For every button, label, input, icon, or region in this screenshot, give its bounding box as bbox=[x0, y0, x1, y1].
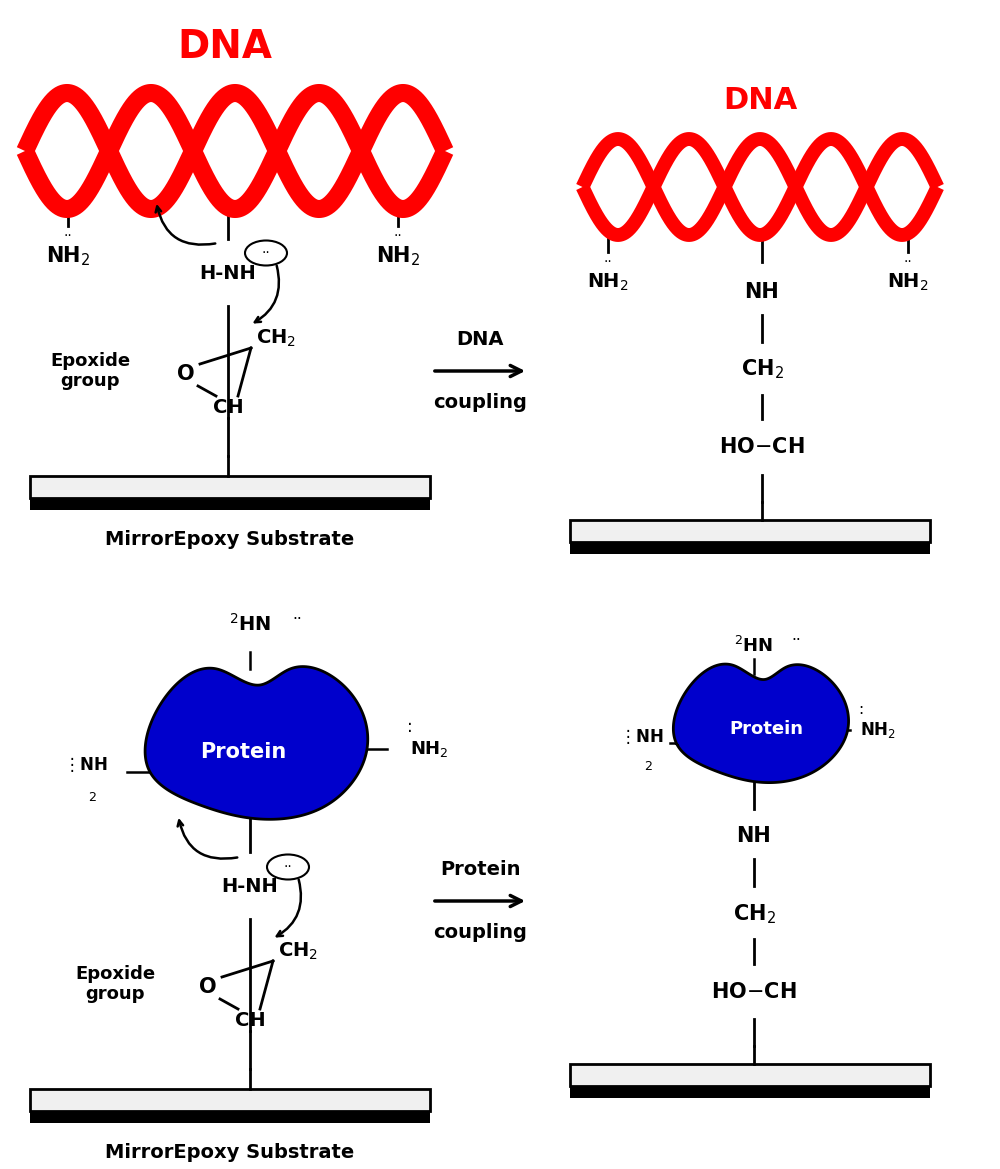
Text: ··: ·· bbox=[791, 632, 801, 648]
Text: NH$_2$: NH$_2$ bbox=[46, 244, 90, 268]
Text: DNA: DNA bbox=[723, 87, 797, 115]
Text: H-NH: H-NH bbox=[222, 878, 278, 897]
FancyBboxPatch shape bbox=[30, 476, 430, 498]
Text: ··: ·· bbox=[64, 229, 72, 243]
Text: DNA: DNA bbox=[456, 330, 504, 350]
Text: NH$_2$: NH$_2$ bbox=[410, 739, 449, 759]
Text: :: : bbox=[407, 718, 413, 736]
Text: coupling: coupling bbox=[433, 924, 527, 942]
Text: NH: NH bbox=[745, 282, 779, 302]
Text: ··: ·· bbox=[292, 613, 302, 627]
Text: $\vdots$NH: $\vdots$NH bbox=[619, 726, 663, 746]
Text: NH: NH bbox=[737, 826, 771, 846]
Text: CH: CH bbox=[235, 1011, 265, 1030]
Text: NH$_2$: NH$_2$ bbox=[860, 720, 896, 740]
Polygon shape bbox=[145, 666, 368, 819]
Text: MirrorEpoxy Substrate: MirrorEpoxy Substrate bbox=[105, 530, 355, 549]
Text: NH$_2$: NH$_2$ bbox=[587, 271, 629, 292]
Text: $\vdots$NH: $\vdots$NH bbox=[63, 755, 107, 775]
Text: Protein: Protein bbox=[440, 860, 520, 879]
Text: Epoxide
group: Epoxide group bbox=[75, 964, 155, 1003]
Text: ··: ·· bbox=[904, 255, 912, 269]
FancyBboxPatch shape bbox=[30, 1090, 430, 1111]
FancyBboxPatch shape bbox=[570, 1086, 930, 1098]
Text: DNA: DNA bbox=[178, 28, 272, 65]
Text: CH$_2$: CH$_2$ bbox=[256, 327, 296, 348]
Text: O: O bbox=[177, 364, 195, 383]
Text: HO$-$CH: HO$-$CH bbox=[719, 437, 805, 457]
Text: Protein: Protein bbox=[729, 720, 803, 738]
Text: O: O bbox=[199, 977, 217, 997]
FancyBboxPatch shape bbox=[570, 1064, 930, 1086]
Text: HO$-$CH: HO$-$CH bbox=[711, 982, 797, 1002]
Text: CH$_2$: CH$_2$ bbox=[733, 902, 775, 926]
Polygon shape bbox=[673, 664, 849, 782]
Ellipse shape bbox=[245, 241, 287, 265]
Text: CH$_2$: CH$_2$ bbox=[278, 940, 318, 962]
Text: H-NH: H-NH bbox=[200, 263, 256, 283]
Text: ··: ·· bbox=[284, 860, 292, 874]
Text: $^2$HN: $^2$HN bbox=[229, 613, 271, 635]
Text: Protein: Protein bbox=[200, 742, 286, 762]
Text: NH$_2$: NH$_2$ bbox=[887, 271, 929, 292]
Text: NH$_2$: NH$_2$ bbox=[376, 244, 420, 268]
Text: Epoxide
group: Epoxide group bbox=[50, 352, 130, 390]
Text: ··: ·· bbox=[394, 229, 402, 243]
FancyBboxPatch shape bbox=[570, 542, 930, 554]
Text: CH: CH bbox=[213, 397, 243, 417]
Text: :: : bbox=[858, 703, 863, 718]
FancyBboxPatch shape bbox=[30, 1111, 430, 1123]
Text: $^2$HN: $^2$HN bbox=[734, 636, 774, 656]
FancyBboxPatch shape bbox=[570, 520, 930, 542]
Text: MirrorEpoxy Substrate: MirrorEpoxy Substrate bbox=[105, 1143, 355, 1162]
FancyBboxPatch shape bbox=[30, 498, 430, 510]
Ellipse shape bbox=[267, 855, 309, 879]
Text: coupling: coupling bbox=[433, 393, 527, 411]
Text: CH$_2$: CH$_2$ bbox=[741, 358, 783, 381]
Text: $_2$: $_2$ bbox=[644, 755, 653, 773]
Text: ··: ·· bbox=[262, 245, 270, 260]
Text: $_2$: $_2$ bbox=[88, 786, 97, 804]
Text: ··: ·· bbox=[604, 255, 612, 269]
